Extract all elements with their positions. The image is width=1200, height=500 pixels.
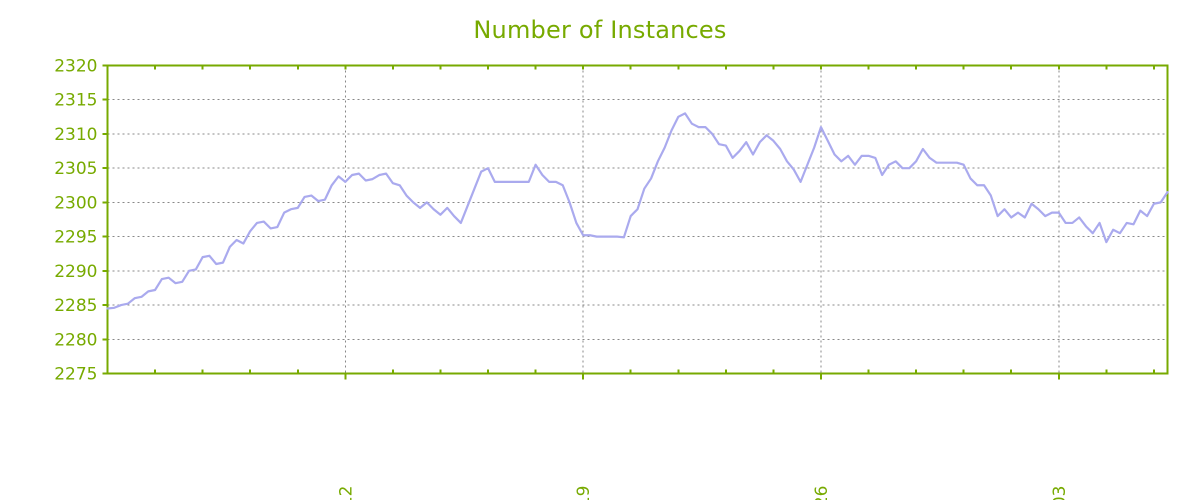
y-tick-label: 2315: [54, 91, 97, 111]
chart-title: Number of Instances: [473, 16, 727, 44]
y-tick-label: 2300: [54, 193, 97, 213]
y-axis-ticks: 2275 2280 2285 2290 2295 2300 2305 2310 2315 2320: [54, 57, 108, 385]
y-tick-label: 2310: [54, 125, 97, 145]
series-line-number-of-instances: [106, 112, 1169, 310]
x-tick-label: 2024.09.26: [812, 486, 832, 500]
y-tick-label: 2305: [54, 159, 97, 179]
x-tick-label: 2024.10.03: [1050, 486, 1070, 500]
x-tick-label: 2024.09.12: [336, 486, 356, 500]
x-axis-ticks: 2024.09.12 2024.09.19 2024.09.26 2024.10.03: [154, 65, 1155, 500]
y-tick-label: 2280: [54, 330, 97, 350]
gridlines: [107, 65, 1168, 374]
y-tick-label: 2285: [54, 296, 97, 316]
data-series-group: [106, 112, 1169, 310]
y-tick-label: 2290: [54, 262, 97, 282]
y-tick-label: 2275: [54, 365, 97, 385]
plot-axes-frame: [106, 64, 1169, 375]
y-tick-label: 2320: [54, 57, 97, 77]
y-tick-label: 2295: [54, 228, 97, 248]
x-tick-label: 2024.09.19: [574, 486, 594, 500]
